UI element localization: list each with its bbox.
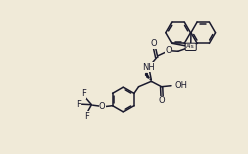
Text: O: O	[99, 102, 106, 111]
Text: F: F	[85, 111, 90, 121]
Text: F: F	[76, 100, 81, 109]
Text: F: F	[81, 89, 86, 98]
Text: NH: NH	[143, 63, 155, 71]
Text: O: O	[151, 39, 157, 48]
Text: Als: Als	[186, 44, 195, 49]
Text: O: O	[165, 46, 172, 55]
Text: O: O	[159, 97, 165, 105]
Text: OH: OH	[174, 81, 187, 90]
